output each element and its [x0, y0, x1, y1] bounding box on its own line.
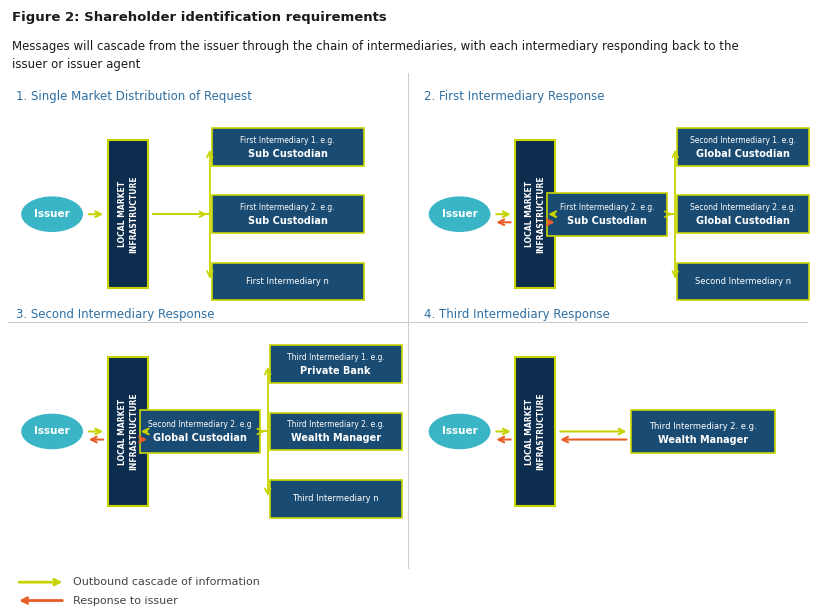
FancyBboxPatch shape: [270, 412, 402, 450]
Text: Third Intermediary n: Third Intermediary n: [293, 494, 379, 503]
FancyBboxPatch shape: [548, 193, 667, 236]
Text: 1. Single Market Distribution of Request: 1. Single Market Distribution of Request: [16, 91, 252, 103]
FancyBboxPatch shape: [677, 128, 809, 166]
FancyBboxPatch shape: [212, 128, 363, 166]
Text: 2. First Intermediary Response: 2. First Intermediary Response: [424, 91, 604, 103]
Ellipse shape: [20, 195, 84, 233]
Text: Third Intermediary 2. e.g.: Third Intermediary 2. e.g.: [287, 420, 385, 429]
Text: Wealth Manager: Wealth Manager: [659, 435, 748, 444]
FancyBboxPatch shape: [108, 140, 148, 288]
Text: Second Intermediary n: Second Intermediary n: [695, 277, 791, 286]
FancyBboxPatch shape: [212, 263, 363, 300]
Text: Issuer: Issuer: [442, 209, 478, 219]
FancyBboxPatch shape: [270, 345, 402, 383]
Text: Global Custodian: Global Custodian: [153, 433, 247, 443]
Text: Third Intermediary 1. e.g.: Third Intermediary 1. e.g.: [287, 353, 385, 362]
Text: First Intermediary n: First Intermediary n: [246, 277, 329, 286]
Text: First Intermediary 2. e.g.: First Intermediary 2. e.g.: [560, 203, 654, 212]
Text: Sub Custodian: Sub Custodian: [248, 216, 328, 226]
FancyBboxPatch shape: [677, 195, 809, 233]
Text: Private Bank: Private Bank: [301, 366, 371, 376]
Text: 4. Third Intermediary Response: 4. Third Intermediary Response: [424, 308, 610, 321]
Text: Figure 2: Shareholder identification requirements: Figure 2: Shareholder identification req…: [12, 11, 387, 24]
Ellipse shape: [20, 412, 84, 450]
Text: Issuer: Issuer: [34, 427, 70, 436]
Ellipse shape: [428, 412, 491, 450]
Text: LOCAL MARKET
INFRASTRUCTURE: LOCAL MARKET INFRASTRUCTURE: [526, 176, 545, 253]
Text: LOCAL MARKET
INFRASTRUCTURE: LOCAL MARKET INFRASTRUCTURE: [118, 393, 138, 470]
FancyBboxPatch shape: [516, 357, 556, 506]
Text: Global Custodian: Global Custodian: [696, 149, 790, 159]
Text: Second Intermediary 2. e.g.: Second Intermediary 2. e.g.: [690, 203, 796, 212]
Text: Second Intermediary 1. e.g.: Second Intermediary 1. e.g.: [690, 136, 796, 144]
FancyBboxPatch shape: [677, 263, 809, 300]
Text: LOCAL MARKET
INFRASTRUCTURE: LOCAL MARKET INFRASTRUCTURE: [118, 176, 138, 253]
FancyBboxPatch shape: [108, 357, 148, 506]
FancyBboxPatch shape: [516, 140, 556, 288]
FancyBboxPatch shape: [140, 410, 260, 453]
Text: Response to issuer: Response to issuer: [73, 595, 178, 605]
Text: LOCAL MARKET
INFRASTRUCTURE: LOCAL MARKET INFRASTRUCTURE: [526, 393, 545, 470]
Text: Outbound cascade of information: Outbound cascade of information: [73, 577, 260, 587]
FancyBboxPatch shape: [632, 410, 775, 453]
Text: Wealth Manager: Wealth Manager: [291, 433, 381, 443]
Text: Issuer: Issuer: [34, 209, 70, 219]
Text: First Intermediary 2. e.g.: First Intermediary 2. e.g.: [240, 203, 335, 212]
Text: Third Intermediary 2. e.g.: Third Intermediary 2. e.g.: [650, 422, 757, 431]
Text: Sub Custodian: Sub Custodian: [248, 149, 328, 159]
Text: Issuer: Issuer: [442, 427, 478, 436]
FancyBboxPatch shape: [270, 480, 402, 518]
Text: 3. Second Intermediary Response: 3. Second Intermediary Response: [16, 308, 214, 321]
Text: Second Intermediary 2. e.g: Second Intermediary 2. e.g: [148, 420, 252, 429]
Text: Sub Custodian: Sub Custodian: [567, 216, 647, 226]
FancyBboxPatch shape: [212, 195, 363, 233]
Ellipse shape: [428, 195, 491, 233]
Text: First Intermediary 1. e.g.: First Intermediary 1. e.g.: [240, 136, 335, 144]
Text: Messages will cascade from the issuer through the chain of intermediaries, with : Messages will cascade from the issuer th…: [12, 40, 739, 72]
Text: Global Custodian: Global Custodian: [696, 216, 790, 226]
